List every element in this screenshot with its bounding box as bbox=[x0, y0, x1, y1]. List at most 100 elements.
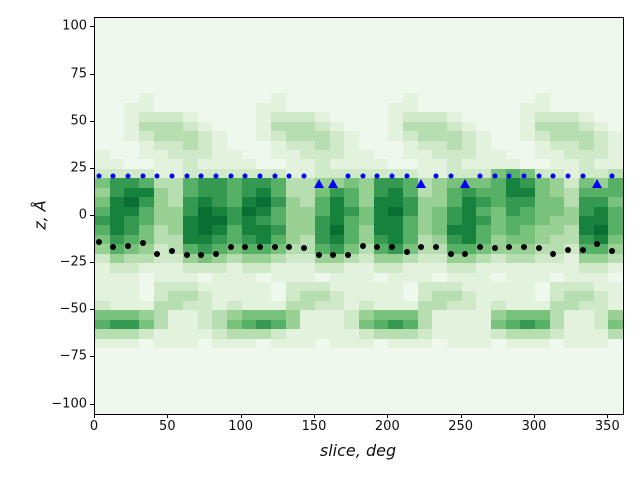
heatmap-cell bbox=[256, 404, 271, 414]
heatmap-cell bbox=[388, 121, 403, 132]
heatmap-cell bbox=[491, 357, 506, 367]
heatmap-cell bbox=[461, 159, 477, 169]
heatmap-cell bbox=[241, 244, 257, 254]
heatmap-cell bbox=[359, 121, 374, 132]
heatmap-cell bbox=[564, 310, 579, 320]
heatmap-cell bbox=[153, 376, 169, 386]
heatmap-cell bbox=[271, 168, 286, 179]
heatmap-cell bbox=[109, 225, 125, 235]
heatmap-cell bbox=[520, 272, 535, 282]
heatmap-cell bbox=[256, 319, 271, 330]
heatmap-cell bbox=[432, 348, 447, 358]
heatmap-cell bbox=[256, 272, 271, 282]
heatmap-cell bbox=[505, 272, 521, 282]
heatmap-cell bbox=[124, 121, 139, 132]
heatmap-cell bbox=[520, 112, 535, 122]
heatmap-cell bbox=[241, 206, 257, 216]
heatmap-cell bbox=[593, 84, 609, 94]
heatmap-cell bbox=[535, 102, 550, 113]
heatmap-cell bbox=[183, 395, 198, 405]
heatmap-cell bbox=[139, 46, 154, 56]
heatmap-cell bbox=[212, 329, 227, 339]
heatmap-cell bbox=[388, 310, 403, 320]
heatmap-cell bbox=[300, 366, 315, 377]
heatmap-cell bbox=[491, 263, 506, 273]
heatmap-cell bbox=[168, 253, 183, 264]
heatmap-cell bbox=[491, 102, 506, 113]
heatmap-cell bbox=[432, 244, 447, 254]
heatmap-cell bbox=[241, 395, 257, 405]
heatmap-cell bbox=[535, 395, 550, 405]
heatmap-cell bbox=[432, 36, 447, 47]
heatmap-cell bbox=[241, 159, 257, 169]
heatmap-cell bbox=[564, 216, 579, 226]
heatmap-cell bbox=[505, 385, 521, 396]
heatmap-cell bbox=[183, 282, 198, 292]
heatmap-cell bbox=[491, 395, 506, 405]
heatmap-cell bbox=[197, 329, 213, 339]
heatmap-cell bbox=[373, 168, 389, 179]
heatmap-cell bbox=[535, 216, 550, 226]
heatmap-cell bbox=[344, 272, 359, 282]
heatmap-cell bbox=[212, 178, 227, 188]
heatmap-cell bbox=[95, 112, 110, 122]
heatmap-cell bbox=[168, 272, 183, 282]
heatmap-cell bbox=[168, 244, 183, 254]
heatmap-cell bbox=[256, 225, 271, 235]
heatmap-cell bbox=[491, 121, 506, 132]
heatmap-cell bbox=[608, 36, 623, 47]
x-tick bbox=[167, 414, 169, 418]
heatmap-cell bbox=[183, 65, 198, 75]
heatmap-cell bbox=[95, 55, 110, 66]
heatmap-cell bbox=[300, 112, 315, 122]
heatmap-cell bbox=[432, 206, 447, 216]
heatmap-cell bbox=[124, 263, 139, 273]
heatmap-cell bbox=[535, 338, 550, 348]
heatmap-cell bbox=[608, 376, 623, 386]
heatmap-cell bbox=[271, 74, 286, 84]
heatmap-cell bbox=[168, 131, 183, 141]
heatmap-cell bbox=[549, 27, 565, 37]
heatmap-cell bbox=[388, 140, 403, 150]
heatmap-cell bbox=[168, 319, 183, 330]
heatmap-cell bbox=[549, 216, 565, 226]
heatmap-cell bbox=[241, 357, 257, 367]
heatmap-cell bbox=[359, 366, 374, 377]
heatmap-cell bbox=[579, 197, 594, 207]
data-point-dot bbox=[447, 250, 454, 257]
heatmap-cell bbox=[476, 253, 491, 264]
heatmap-cell bbox=[579, 300, 594, 311]
heatmap-cell bbox=[168, 357, 183, 367]
heatmap-cell bbox=[608, 404, 623, 414]
y-tick bbox=[90, 356, 94, 358]
heatmap-cell bbox=[417, 348, 433, 358]
heatmap-cell bbox=[564, 404, 579, 414]
heatmap-cell bbox=[344, 216, 359, 226]
heatmap-cell bbox=[476, 206, 491, 216]
heatmap-cell bbox=[549, 234, 565, 245]
heatmap-cell bbox=[95, 310, 110, 320]
heatmap-cell bbox=[153, 216, 169, 226]
heatmap-cell bbox=[476, 27, 491, 37]
heatmap-cell bbox=[447, 150, 462, 160]
heatmap-cell bbox=[139, 74, 154, 84]
heatmap-cell bbox=[373, 300, 389, 311]
heatmap-cell bbox=[139, 102, 154, 113]
heatmap-cell bbox=[315, 225, 330, 235]
heatmap-cell bbox=[315, 263, 330, 273]
heatmap-cell bbox=[432, 263, 447, 273]
heatmap-cell bbox=[564, 329, 579, 339]
data-point-dot bbox=[521, 244, 527, 251]
heatmap-cell bbox=[153, 112, 169, 122]
heatmap-cell bbox=[535, 348, 550, 358]
heatmap-cell bbox=[535, 282, 550, 292]
data-point-dot bbox=[286, 244, 293, 251]
heatmap-cell bbox=[359, 357, 374, 367]
heatmap-cell bbox=[549, 65, 565, 75]
heatmap-cell bbox=[344, 253, 359, 264]
heatmap-cell bbox=[447, 112, 462, 122]
heatmap-cell bbox=[329, 395, 345, 405]
heatmap-cell bbox=[109, 291, 125, 301]
heatmap-cell bbox=[256, 187, 271, 198]
heatmap-cell bbox=[256, 93, 271, 103]
